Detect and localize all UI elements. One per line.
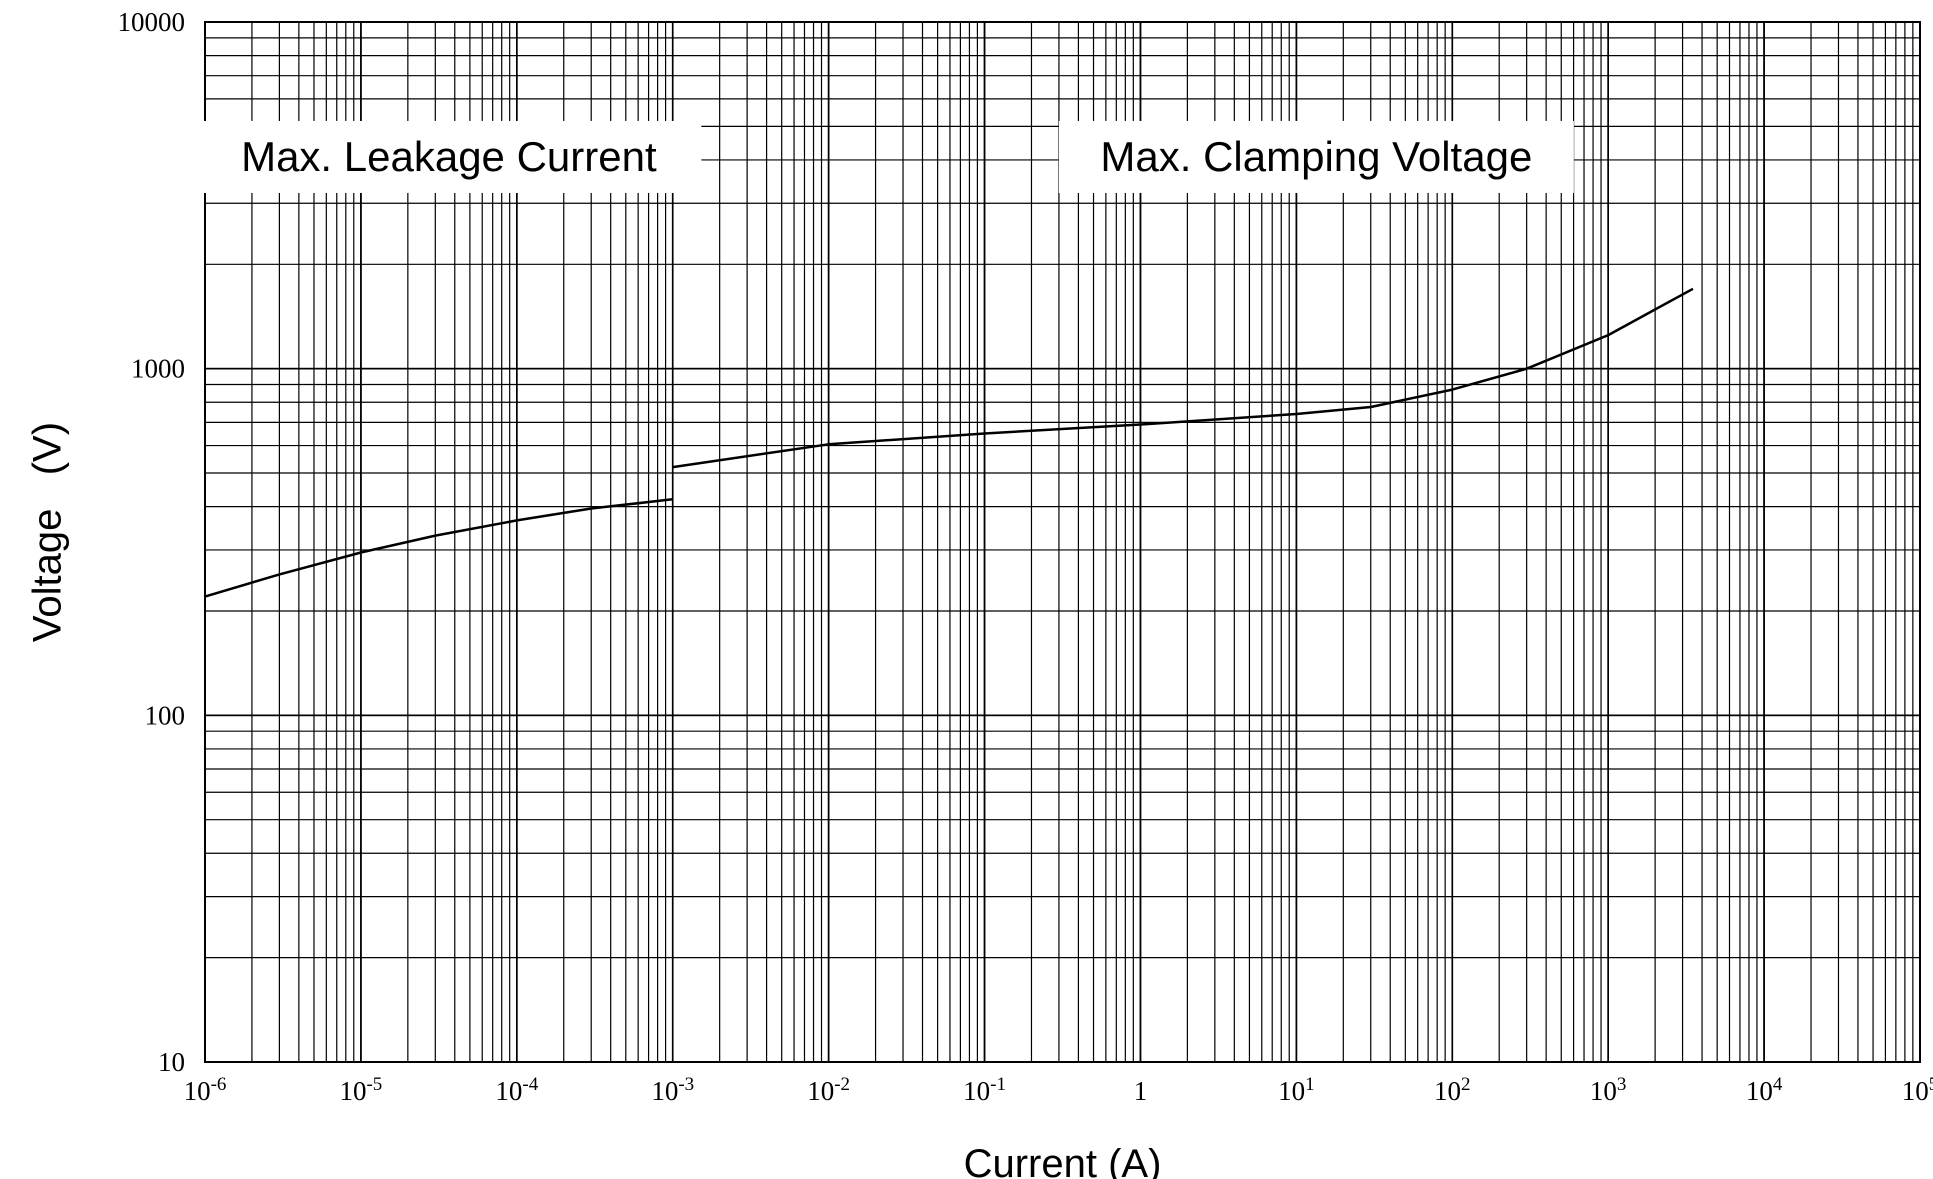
series-line-1 [204,498,673,598]
x-tick-labels: 10-6 10-5 10-4 10-3 10-2 10-1 1 101 102 103 104 105 [184,1074,1933,1106]
x-tick-label: 102 [1434,1074,1471,1106]
y-tick-label: 1000 [131,354,185,384]
grid [204,21,1921,1063]
x-tick-label: 10-5 [339,1074,382,1106]
x-tick-label: 104 [1746,1074,1783,1106]
x-tick-label: 10-6 [184,1074,227,1106]
annotations: Max. Leakage Current Max. Clamping Voltag… [196,120,1574,193]
y-tick-label: 10000 [118,7,186,37]
y-tick-label: 100 [145,700,186,730]
annotation-label: Max. Clamping Voltage [1100,133,1532,180]
x-axis-title: Current (A) [964,1142,1162,1179]
y-tick-labels: 10 100 1000 10000 [118,7,186,1077]
x-tick-label: 103 [1590,1074,1627,1106]
y-tick-label: 10 [158,1047,185,1077]
x-tick-label: 10-2 [807,1074,850,1106]
x-tick-label: 10-1 [963,1074,1006,1106]
series-layer [204,287,1694,598]
x-tick-label: 101 [1278,1074,1315,1106]
x-tick-label: 1 [1134,1076,1148,1106]
series-line-2 [672,287,1694,469]
annotation-box [196,120,702,193]
x-tick-label: 105 [1902,1074,1933,1106]
annotation-label: Max. Leakage Current [241,133,657,180]
x-tick-label: 10-4 [495,1074,538,1106]
annotation-box [1058,120,1574,193]
y-axis-title: Voltage (V) [26,422,70,642]
plot-frame [204,21,1921,1063]
x-tick-label: 10-3 [651,1074,694,1106]
